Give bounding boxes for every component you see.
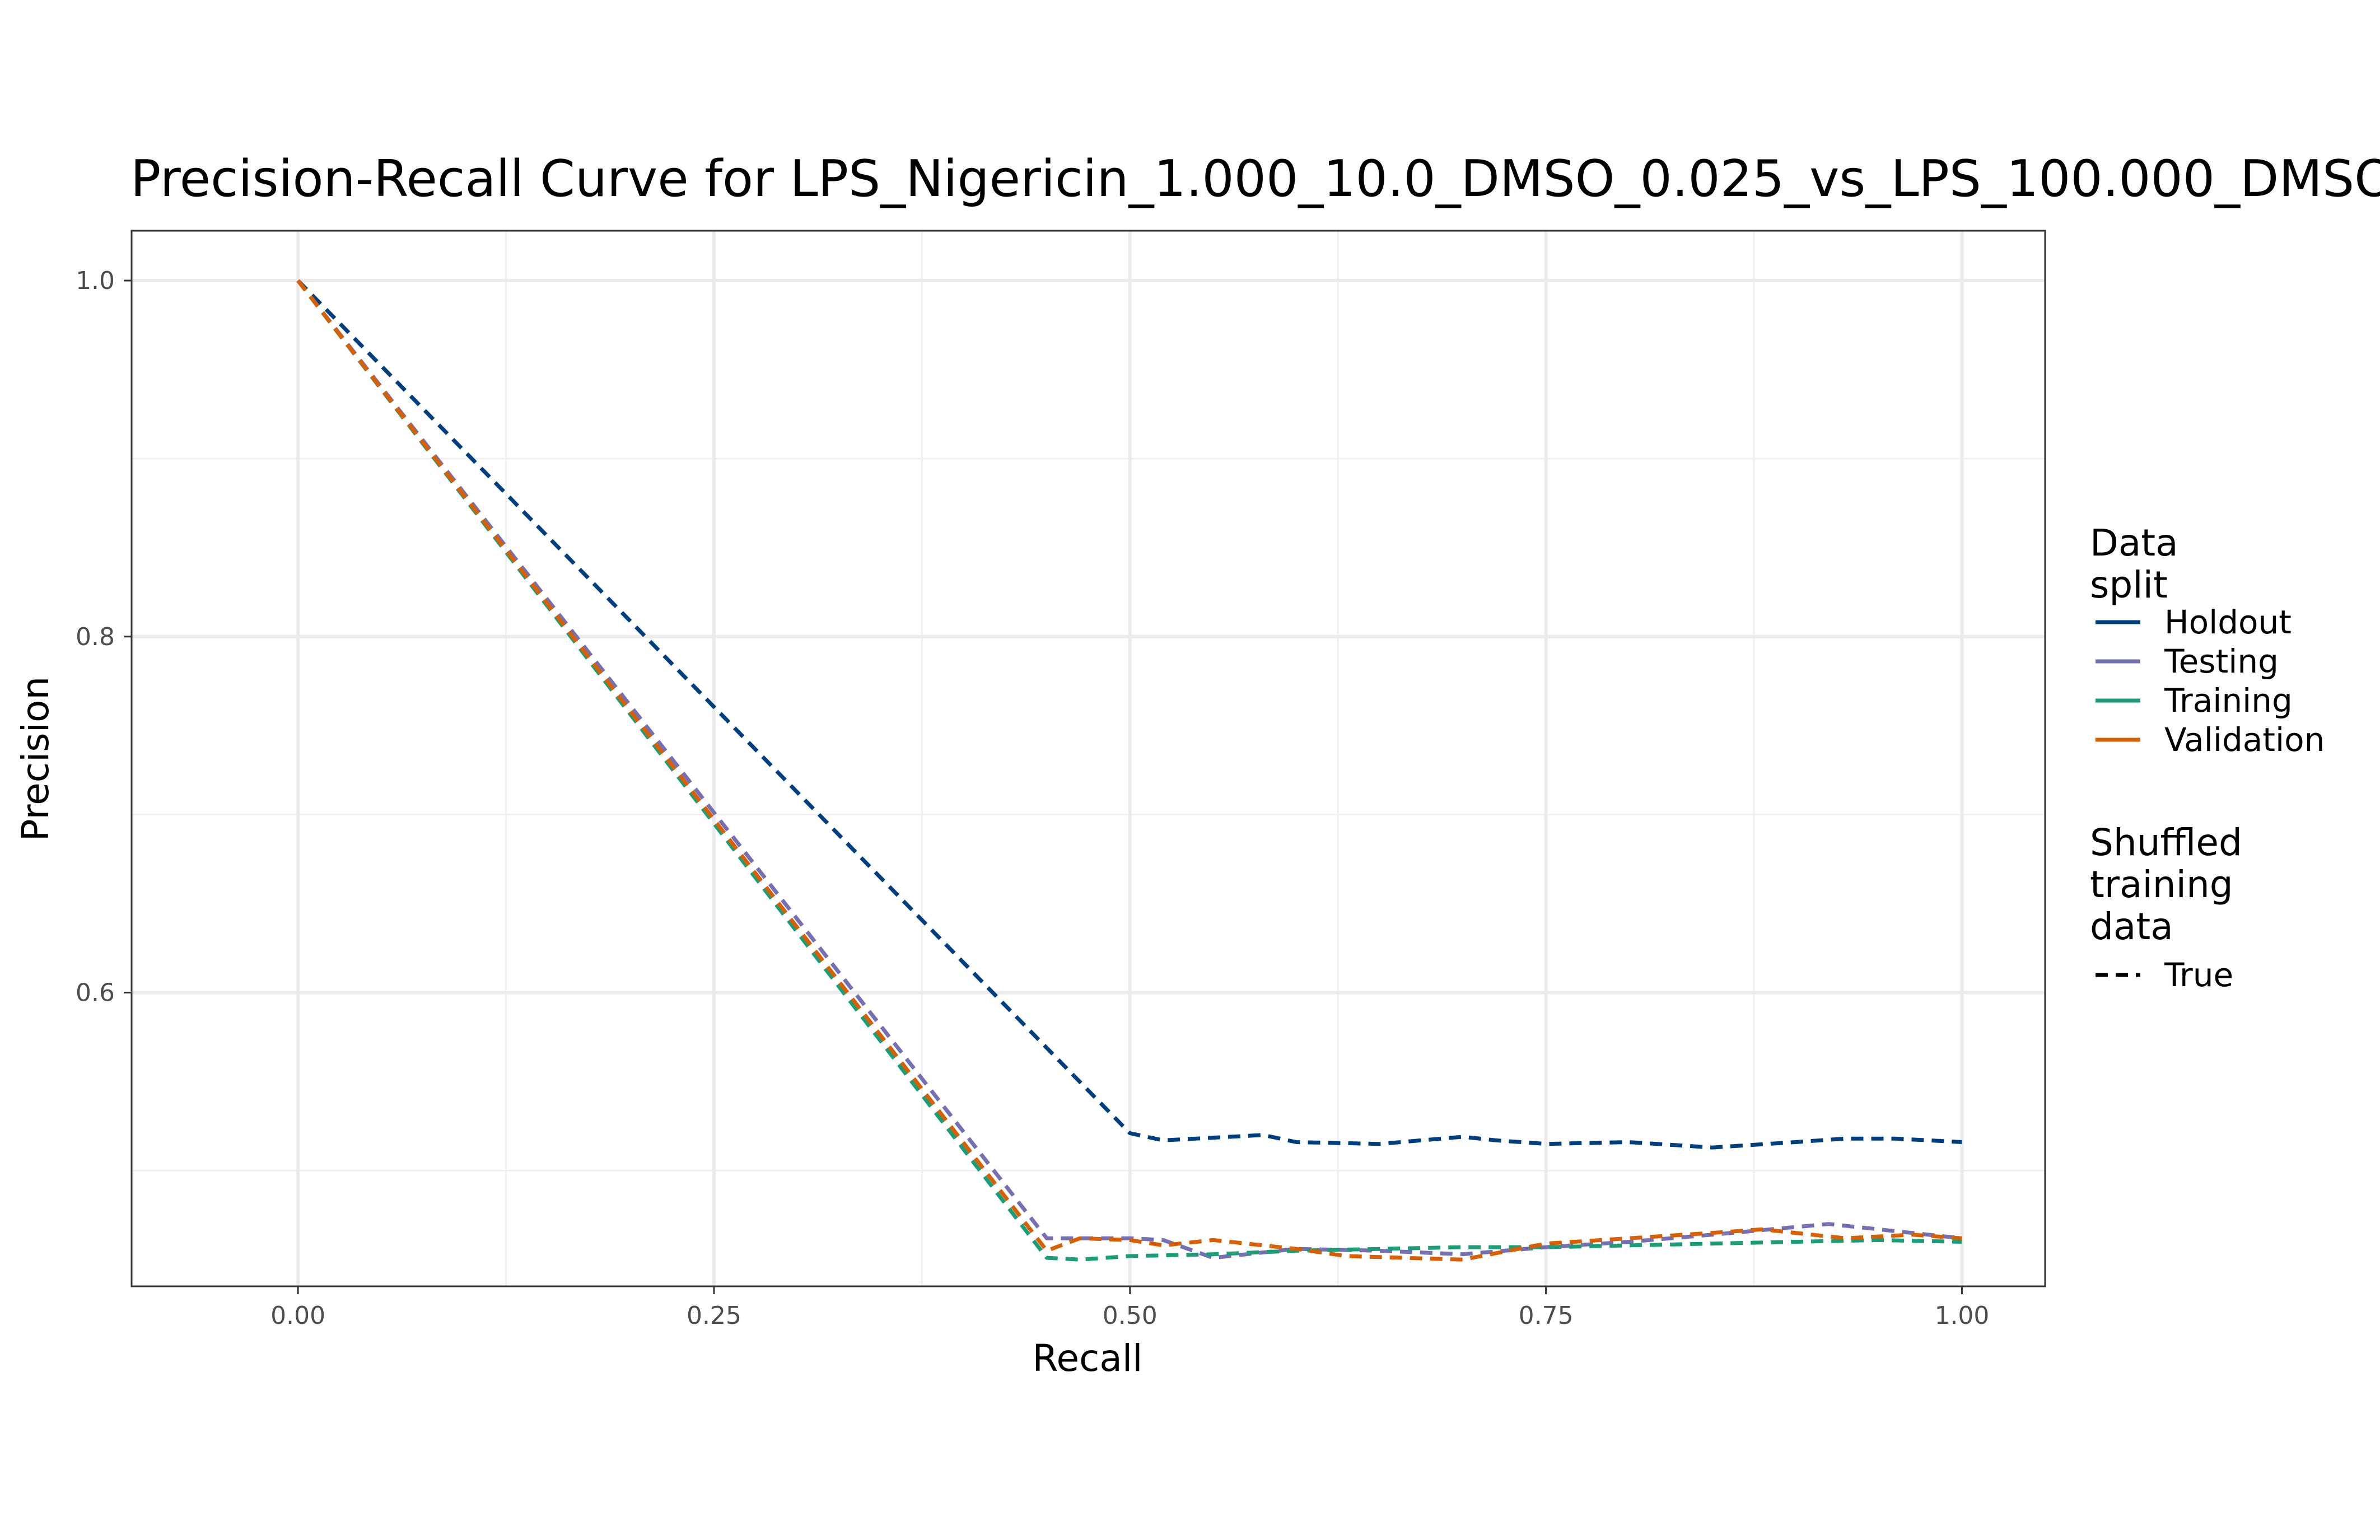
x-axis-title: Recall: [1033, 1337, 1143, 1380]
legend-label-validation: Validation: [2164, 721, 2325, 759]
plot-background: [132, 231, 2045, 1286]
x-tick-label: 0.50: [1103, 1301, 1158, 1330]
y-axis-title: Precision: [14, 676, 57, 842]
plot-area: 0.00 0.25 0.50 0.75 1.00 0.6 0.8 1.0: [76, 230, 2046, 1330]
axis-ticks: 0.00 0.25 0.50 0.75 1.00 0.6 0.8 1.0: [76, 267, 1989, 1330]
legend-color-title: Data: [2090, 521, 2178, 564]
y-tick-label: 0.6: [76, 979, 115, 1007]
series-line-testing: [296, 279, 1962, 1260]
legend-label-testing: Testing: [2164, 642, 2279, 680]
legend-linetype-title: training: [2090, 863, 2233, 906]
grid-lines: [132, 231, 2045, 1286]
series-line-holdout: [296, 279, 1962, 1150]
x-tick-label: 0.75: [1519, 1301, 1574, 1330]
series-line-training: [296, 279, 1962, 1262]
legend-color-title: split: [2090, 563, 2168, 606]
legend-linetype-title: data: [2090, 905, 2173, 948]
legend-label-training: Training: [2164, 682, 2293, 720]
legend: DatasplitHoldoutTestingTrainingValidatio…: [2090, 521, 2325, 994]
y-tick-label: 1.0: [76, 267, 115, 295]
legend-label-holdout: Holdout: [2164, 603, 2292, 641]
x-tick-label: 0.25: [687, 1301, 741, 1330]
chart-title: Precision-Recall Curve for LPS_Nigericin…: [130, 150, 2380, 208]
x-tick-label: 0.00: [270, 1301, 325, 1330]
y-tick-label: 0.8: [76, 623, 115, 651]
legend-label-linetype: True: [2164, 956, 2233, 994]
series-lines: [296, 279, 1962, 1262]
plot-border: [130, 230, 2046, 1287]
legend-linetype-title: Shuffled: [2090, 821, 2242, 864]
x-tick-label: 1.00: [1934, 1301, 1989, 1330]
